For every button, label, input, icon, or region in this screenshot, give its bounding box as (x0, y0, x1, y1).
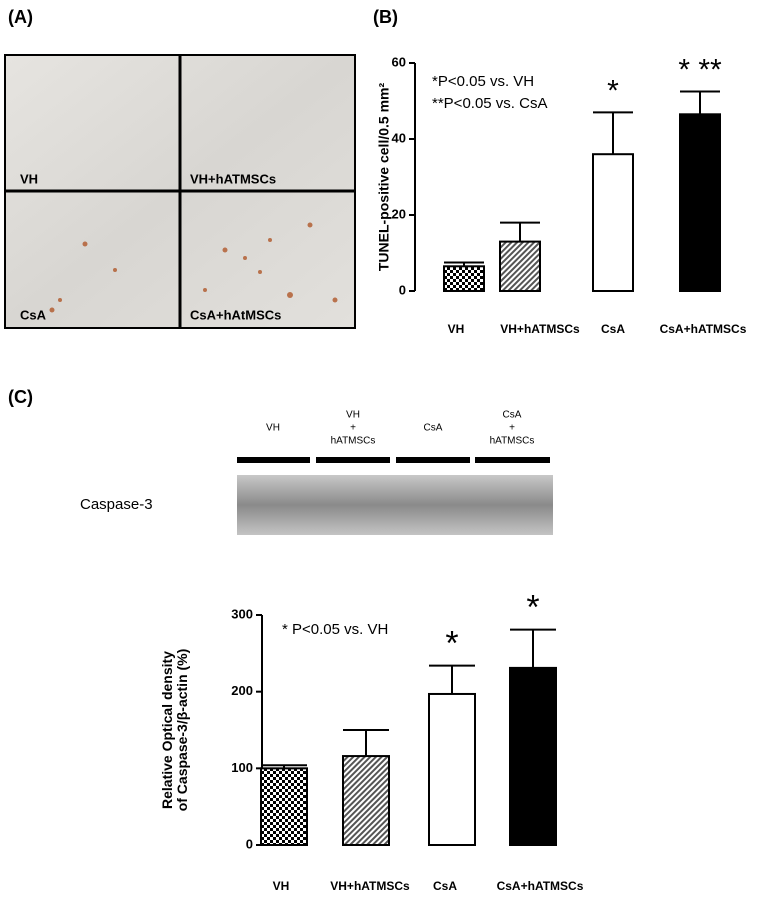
blot-lane-label: hATMSCs (331, 436, 376, 447)
y-tick-label: 200 (231, 683, 253, 698)
x-tick-label: CsA (433, 879, 457, 893)
blot-lane-label: + (350, 423, 356, 434)
panel-label: (B) (373, 7, 398, 27)
y-tick-label: 100 (231, 760, 253, 775)
y-tick-label: 40 (392, 130, 406, 145)
y-axis-label: of Caspase-3/β-actin (%) (174, 649, 190, 812)
blot-lane-label: VH (266, 423, 280, 434)
bar (679, 113, 721, 292)
bar (499, 240, 541, 293)
micrograph-label: VH+hATMSCs (190, 171, 276, 186)
x-tick-label: CsA (601, 322, 625, 336)
x-tick-label: CsA+hATMSCs (497, 879, 584, 893)
significance-label: * (607, 74, 619, 107)
micrograph-label: VH (20, 171, 38, 186)
y-axis-label: Relative Optical density (159, 651, 175, 809)
x-tick-label: VH+hATMSCs (500, 322, 580, 336)
y-tick-label: 300 (231, 606, 253, 621)
micrograph-label: CsA+hAtMSCs (190, 307, 281, 322)
x-tick-label: VH+hATMSCs (330, 879, 410, 893)
annotation: **P<0.05 vs. CsA (432, 95, 547, 112)
blot-lane-label: hATMSCs (490, 436, 535, 447)
annotation: *P<0.05 vs. VH (432, 73, 534, 90)
y-tick-label: 20 (392, 206, 406, 221)
micrograph-label: CsA (20, 307, 47, 322)
blot-lane-label: + (509, 423, 515, 434)
blot (237, 457, 553, 535)
bar (428, 692, 476, 847)
bar (443, 265, 485, 292)
bar (260, 767, 308, 846)
significance-label: * (445, 625, 458, 663)
blot-lane-label: CsA (424, 423, 443, 434)
micrograph-grid (4, 54, 356, 329)
x-tick-label: CsA+hATMSCs (660, 322, 747, 336)
y-axis-label: TUNEL-positive cell/0.5 mm² (376, 83, 392, 272)
panel-label: (A) (8, 7, 33, 27)
x-tick-label: VH (448, 322, 465, 336)
y-tick-label: 60 (392, 54, 406, 69)
annotation: * P<0.05 vs. VH (282, 621, 388, 638)
blot-protein: Caspase-3 (80, 496, 153, 513)
y-tick-label: 0 (399, 282, 406, 297)
y-tick-label: 0 (246, 836, 253, 851)
bar (509, 666, 557, 847)
significance-label: * ** (678, 53, 722, 86)
panel-label: (C) (8, 387, 33, 407)
x-tick-label: VH (273, 879, 290, 893)
bar (592, 153, 634, 292)
significance-label: * (526, 589, 539, 627)
blot-lane-label: CsA (503, 410, 522, 421)
blot-lane-label: VH (346, 410, 360, 421)
bar (342, 755, 390, 846)
